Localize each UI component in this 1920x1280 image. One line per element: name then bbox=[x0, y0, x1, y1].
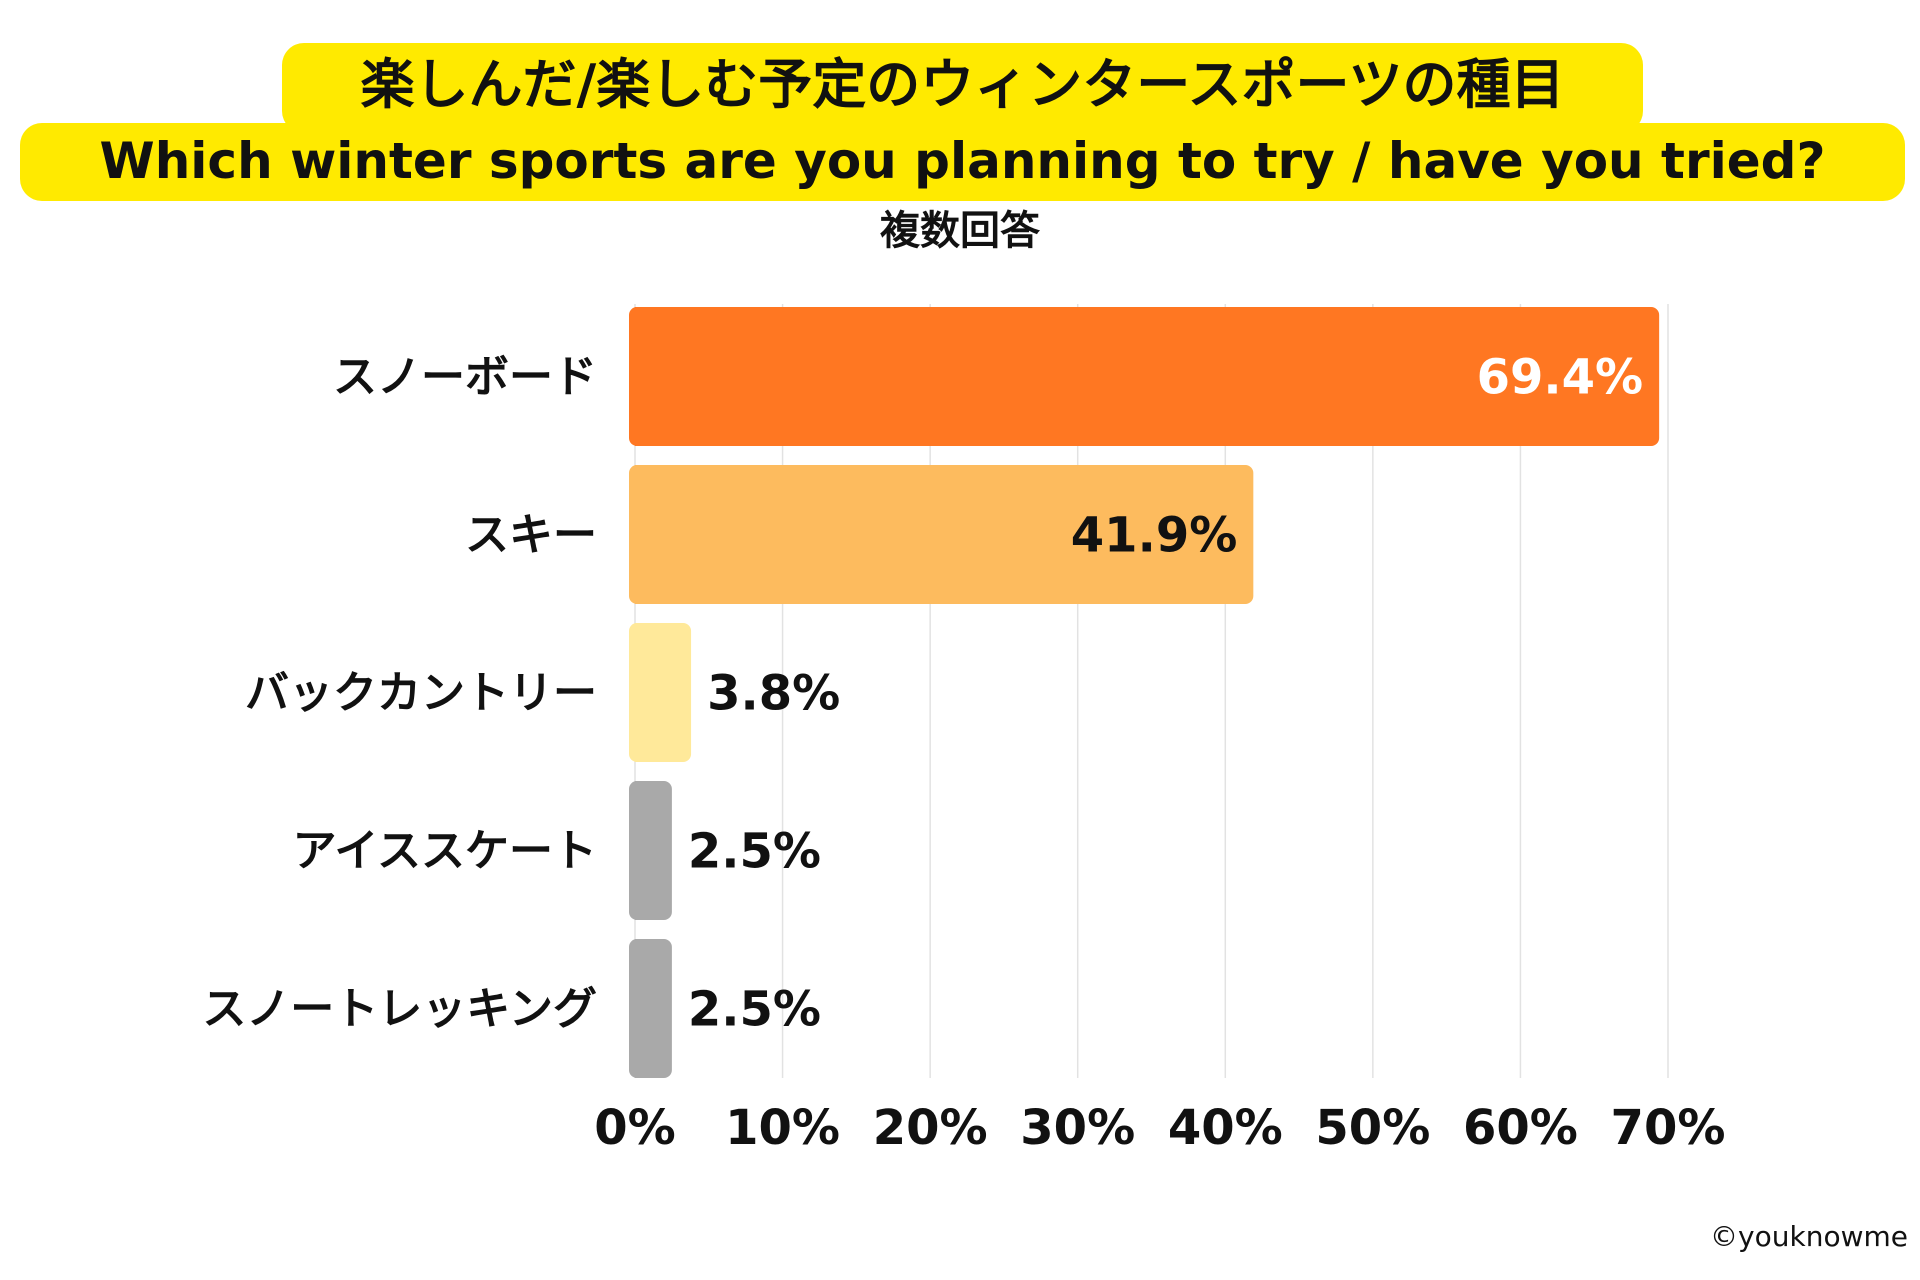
x-tick-label: 20% bbox=[873, 1100, 988, 1156]
category-label: スキー bbox=[465, 510, 597, 561]
x-tick-label: 0% bbox=[594, 1100, 676, 1156]
bar bbox=[629, 307, 1660, 446]
x-tick-label: 30% bbox=[1020, 1100, 1135, 1156]
category-label: アイススケート bbox=[293, 826, 597, 877]
x-tick-label: 10% bbox=[725, 1100, 840, 1156]
title-ja-background bbox=[282, 43, 1643, 133]
x-tick-label: 70% bbox=[1611, 1100, 1726, 1156]
data-label: 2.5% bbox=[688, 982, 821, 1038]
data-label: 2.5% bbox=[688, 824, 821, 880]
x-tick-label: 50% bbox=[1315, 1100, 1430, 1156]
chart-subtitle: 複数回答 bbox=[880, 208, 1040, 254]
category-label: スノーボード bbox=[333, 352, 597, 403]
data-label: 41.9% bbox=[1071, 508, 1238, 564]
x-tick-label: 40% bbox=[1168, 1100, 1283, 1156]
bar bbox=[629, 623, 692, 762]
copyright: ©youknowme bbox=[1710, 1220, 1908, 1253]
data-label: 69.4% bbox=[1477, 350, 1644, 406]
title-en-background bbox=[20, 123, 1905, 201]
category-label: スノートレッキング bbox=[202, 984, 597, 1035]
category-label: バックカントリー bbox=[245, 668, 597, 719]
bar bbox=[629, 465, 1254, 604]
chart-title-ja: 楽しんだ/楽しむ予定のウィンタースポーツの種目 bbox=[360, 53, 1565, 116]
x-tick-label: 60% bbox=[1463, 1100, 1578, 1156]
chart-title-en: Which winter sports are you planning to … bbox=[99, 132, 1826, 190]
data-label: 3.8% bbox=[707, 666, 840, 722]
bar-base bbox=[635, 939, 643, 1078]
bar-base bbox=[635, 307, 643, 446]
bar-base bbox=[635, 623, 643, 762]
bar-base bbox=[635, 781, 643, 920]
bar-base bbox=[635, 465, 643, 604]
